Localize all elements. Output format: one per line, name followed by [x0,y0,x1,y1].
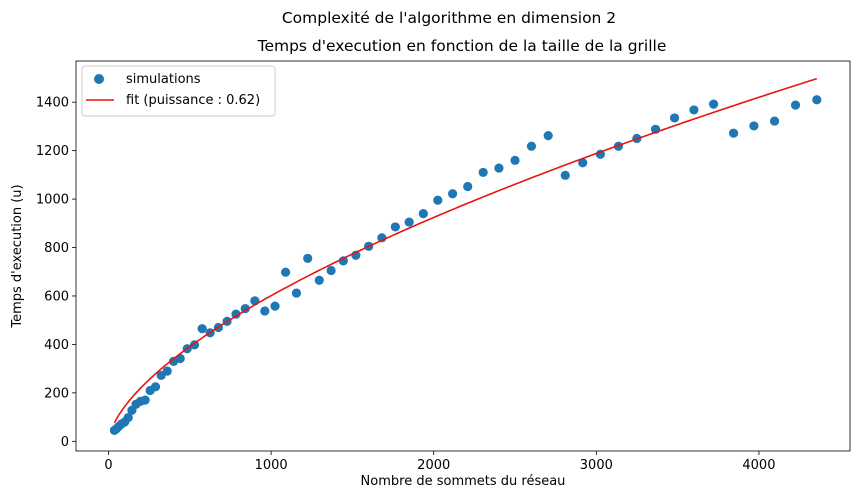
x-tick-label: 0 [104,458,112,473]
data-point [291,288,302,298]
x-tick-label: 1000 [255,458,288,473]
data-point [790,100,801,110]
legend-label-fit: fit (puissance : 0.62) [126,93,260,108]
data-point [418,209,428,219]
data-point [270,301,280,311]
x-tick-label: 2000 [417,458,450,473]
y-axis: 0 200 400 600 800 1000 1200 1400 [36,96,76,450]
x-tick-label: 3000 [580,458,613,473]
legend-frame [81,65,276,117]
data-point [708,99,719,109]
data-point [578,158,588,168]
data-point [338,256,348,266]
data-point [526,141,537,151]
data-point [303,253,313,264]
data-point [404,217,414,227]
data-point [478,167,488,178]
data-point [150,382,161,392]
data-point [231,309,241,319]
y-tick-label: 0 [61,435,69,450]
data-point [240,303,250,314]
data-point [494,163,504,173]
data-point [463,181,473,192]
legend-marker-simulations [94,74,104,84]
y-tick-label: 600 [44,289,69,304]
data-point [280,267,291,277]
chart-title: Temps d'execution en fonction de la tail… [257,37,667,55]
data-point [140,395,150,405]
x-axis-label: Nombre de sommets du réseau [361,474,566,489]
fit-line [113,77,818,424]
data-point [689,105,699,115]
data-point [390,222,400,232]
data-point [543,131,553,141]
data-point [749,121,759,131]
y-tick-label: 1400 [36,96,69,111]
legend: simulations fit (puissance : 0.62) [81,65,276,117]
x-axis: 0 1000 2000 3000 4000 [104,451,775,473]
figure-suptitle: Complexité de l'algorithme en dimension … [282,9,616,27]
data-point [669,113,680,123]
data-point [162,366,172,376]
data-point [197,324,207,334]
data-point [260,306,270,316]
plot-frame [75,60,851,452]
plot-area [109,77,822,436]
y-tick-label: 800 [44,241,69,256]
data-point [560,170,570,180]
data-point [812,95,822,105]
data-point [189,340,200,350]
data-point [326,265,336,276]
data-point [123,412,133,423]
data-point [433,195,443,205]
legend-label-simulations: simulations [126,72,201,87]
y-tick-label: 400 [44,338,69,353]
data-point [769,116,780,126]
y-axis-label: Temps d'execution (u) [10,184,25,328]
data-point [314,275,324,285]
data-point [510,155,520,165]
y-tick-label: 200 [44,386,69,401]
y-tick-label: 1200 [36,144,69,159]
data-point [447,189,458,199]
x-tick-label: 4000 [742,458,775,473]
y-tick-label: 1000 [36,193,69,208]
data-point [728,128,739,138]
